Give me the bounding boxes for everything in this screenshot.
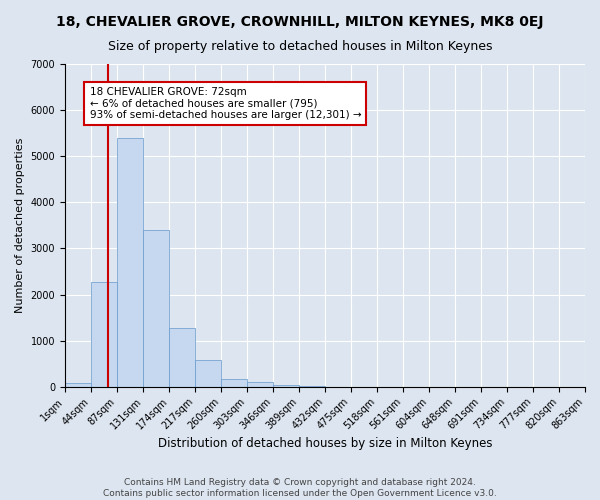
Bar [195,360,221,386]
Bar [169,328,195,386]
Bar [143,230,169,386]
X-axis label: Distribution of detached houses by size in Milton Keynes: Distribution of detached houses by size … [158,437,492,450]
Bar [65,384,91,386]
Text: Size of property relative to detached houses in Milton Keynes: Size of property relative to detached ho… [108,40,492,53]
Y-axis label: Number of detached properties: Number of detached properties [15,138,25,313]
Bar [221,380,247,386]
Bar [117,138,143,386]
Text: 18, CHEVALIER GROVE, CROWNHILL, MILTON KEYNES, MK8 0EJ: 18, CHEVALIER GROVE, CROWNHILL, MILTON K… [56,15,544,29]
Text: 18 CHEVALIER GROVE: 72sqm
← 6% of detached houses are smaller (795)
93% of semi-: 18 CHEVALIER GROVE: 72sqm ← 6% of detach… [89,87,361,120]
Bar [91,282,117,387]
Bar [247,382,273,386]
Text: Contains HM Land Registry data © Crown copyright and database right 2024.
Contai: Contains HM Land Registry data © Crown c… [103,478,497,498]
